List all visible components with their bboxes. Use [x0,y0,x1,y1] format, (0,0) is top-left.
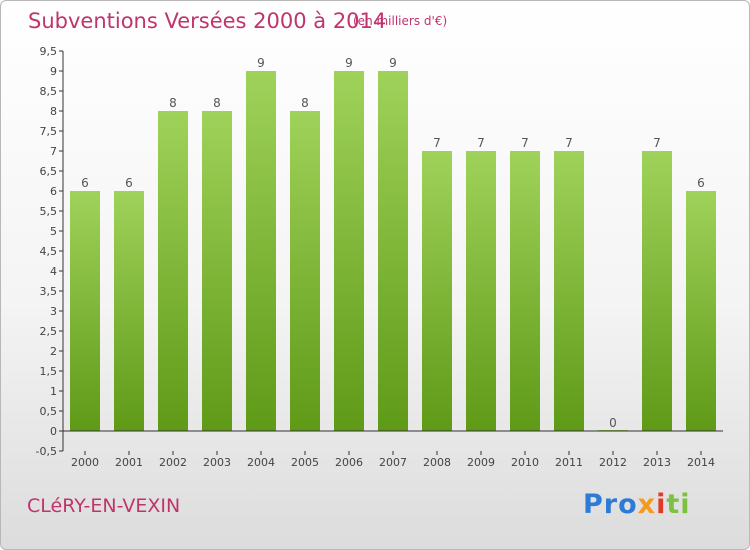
value-label-2007: 9 [389,56,397,70]
x-tick-label-2007: 2007 [379,456,407,469]
y-tick-label: -0,5 [36,445,57,458]
value-label-2006: 9 [345,56,353,70]
x-tick-label-2008: 2008 [423,456,451,469]
logo-part-3: i [656,489,667,520]
bar-2002 [158,111,188,431]
bar-2004 [246,71,276,431]
chart-unit: (en milliers d'€) [353,14,448,28]
y-tick-label: 9 [50,65,57,78]
y-tick-label: 3,5 [40,285,58,298]
bar-2008 [422,151,452,431]
x-tick-label-2011: 2011 [555,456,583,469]
x-tick-label-2009: 2009 [467,456,495,469]
y-tick-label: 9,5 [40,45,58,58]
value-label-2000: 6 [81,176,89,190]
x-tick-label-2014: 2014 [687,456,715,469]
value-label-2005: 8 [301,96,309,110]
value-label-2001: 6 [125,176,133,190]
logo-part-2: x [637,489,657,520]
x-tick-label-2003: 2003 [203,456,231,469]
y-tick-label: 6 [50,185,57,198]
bar-2009 [466,151,496,431]
y-tick-label: 6,5 [40,165,58,178]
value-label-2010: 7 [521,136,529,150]
bar-2014 [686,191,716,431]
value-label-2012: 0 [609,416,617,430]
logo-part-4: ti [666,489,691,520]
x-tick-label-2012: 2012 [599,456,627,469]
bar-2005 [290,111,320,431]
y-tick-label: 4 [50,265,57,278]
y-tick-label: 2 [50,345,57,358]
x-tick-label-2013: 2013 [643,456,671,469]
y-tick-label: 2,5 [40,325,58,338]
x-tick-label-2006: 2006 [335,456,363,469]
y-tick-label: 1,5 [40,365,58,378]
x-tick-label-2002: 2002 [159,456,187,469]
value-label-2004: 9 [257,56,265,70]
value-label-2009: 7 [477,136,485,150]
logo-part-1: Pro [583,489,638,520]
x-tick-label-2001: 2001 [115,456,143,469]
x-tick-label-2005: 2005 [291,456,319,469]
y-tick-label: 1 [50,385,57,398]
y-tick-label: 5 [50,225,57,238]
bar-2003 [202,111,232,431]
y-tick-label: 8,5 [40,85,58,98]
value-label-2002: 8 [169,96,177,110]
bar-2000 [70,191,100,431]
y-tick-label: 0,5 [40,405,58,418]
bar-2001 [114,191,144,431]
value-label-2008: 7 [433,136,441,150]
bar-2013 [642,151,672,431]
value-label-2013: 7 [653,136,661,150]
proxiti-logo: Proxiti [583,489,691,520]
x-tick-label-2004: 2004 [247,456,275,469]
value-label-2003: 8 [213,96,221,110]
x-tick-label-2000: 2000 [71,456,99,469]
y-tick-label: 3 [50,305,57,318]
y-tick-label: 8 [50,105,57,118]
commune-name: CLéRY-EN-VEXIN [27,495,181,517]
bar-2011 [554,151,584,431]
y-tick-label: 0 [50,425,57,438]
y-tick-label: 7,5 [40,125,58,138]
bar-2010 [510,151,540,431]
bar-2007 [378,71,408,431]
bar-2006 [334,71,364,431]
value-label-2014: 6 [697,176,705,190]
y-tick-label: 5,5 [40,205,58,218]
chart-title: Subventions Versées 2000 à 2014 [28,9,387,33]
y-tick-label: 4,5 [40,245,58,258]
value-label-2011: 7 [565,136,573,150]
x-tick-label-2010: 2010 [511,456,539,469]
y-tick-label: 7 [50,145,57,158]
